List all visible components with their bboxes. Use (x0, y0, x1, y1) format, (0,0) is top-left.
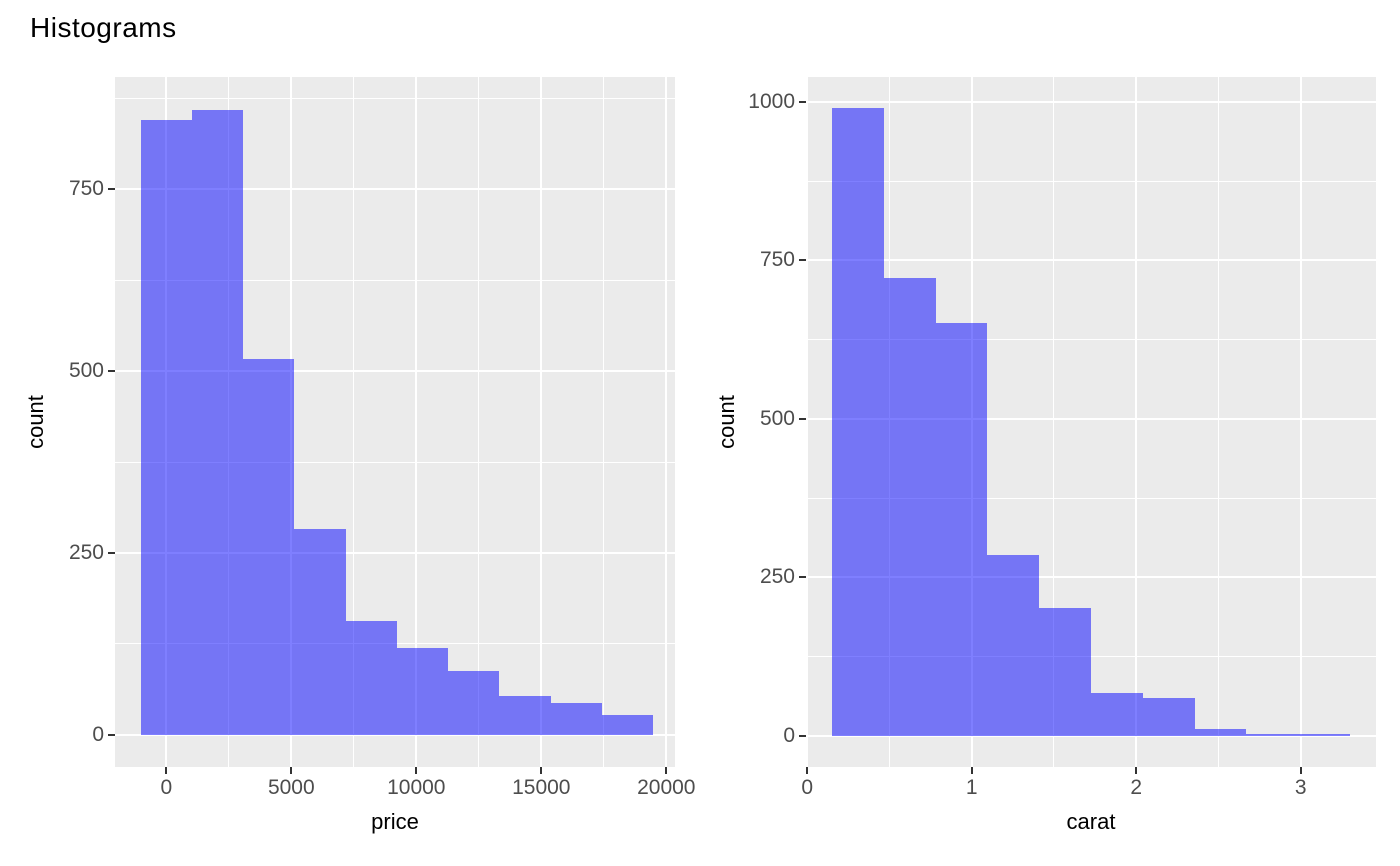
y-major-gridline (115, 552, 675, 554)
y-tick-label: 0 (92, 722, 104, 746)
histogram-bar (1298, 734, 1351, 736)
y-tick-label: 500 (68, 359, 104, 383)
x-axis-title: price (371, 809, 419, 834)
y-axis-tick (108, 552, 115, 554)
histogram-bar (987, 555, 1040, 736)
x-minor-gridline (603, 77, 605, 767)
x-major-gridline (665, 77, 668, 767)
y-major-gridline (115, 370, 675, 373)
plot-title: Histograms (30, 12, 177, 43)
y-axis-tick (108, 370, 115, 373)
y-major-gridline (806, 417, 1376, 420)
y-axis-tick (799, 417, 806, 420)
x-axis-tick (1135, 767, 1138, 774)
histogram-bar (345, 621, 397, 735)
histogram-bar (1194, 729, 1247, 736)
carat-histogram-subplot: 0 1 2 3 0 250 500 750 1000 carat count (700, 0, 1400, 866)
x-tick-label: 20000 (637, 776, 696, 799)
y-major-gridline (806, 576, 1376, 579)
y-tick-label: 1000 (748, 90, 795, 114)
x-minor-gridline (478, 77, 480, 767)
y-major-gridline (806, 101, 1376, 104)
y-tick-label: 750 (759, 248, 795, 272)
x-minor-gridline (1053, 77, 1055, 767)
y-tick-label: 500 (759, 406, 795, 430)
x-axis-tick (290, 767, 293, 774)
y-major-gridline (806, 734, 1376, 737)
x-tick-label: 15000 (512, 776, 571, 799)
x-major-gridline (540, 77, 543, 767)
y-minor-gridline (806, 180, 1376, 182)
x-axis-tick (970, 767, 973, 774)
x-tick-label: 0 (160, 776, 173, 799)
y-axis-tick (799, 734, 806, 737)
y-axis-tick (799, 259, 806, 262)
y-minor-gridline (806, 497, 1376, 499)
histogram-bar (396, 648, 449, 735)
y-tick-label: 250 (759, 565, 795, 589)
x-tick-label: 2 (1130, 776, 1143, 799)
y-minor-gridline (806, 339, 1376, 341)
y-axis-title: count (23, 395, 48, 449)
y-minor-gridline (115, 279, 675, 281)
histogram-bar (935, 322, 988, 736)
x-axis-tick (415, 767, 418, 774)
histogram-bar (140, 119, 192, 735)
y-major-gridline (806, 259, 1376, 262)
histogram-bar (831, 108, 884, 736)
histogram-bar (191, 110, 244, 735)
x-axis-title: carat (1066, 809, 1116, 834)
x-tick-label: 1 (965, 776, 978, 799)
y-major-gridline (115, 733, 675, 736)
x-major-gridline (1135, 77, 1138, 767)
histogram-bar (1039, 608, 1091, 736)
y-axis-tick (108, 733, 115, 736)
y-minor-gridline (115, 461, 675, 463)
x-minor-gridline (1217, 77, 1219, 767)
x-axis-tick (665, 767, 668, 774)
x-axis-tick (165, 767, 168, 774)
histogram-bar (294, 528, 346, 735)
histogram-bar (550, 702, 602, 735)
x-tick-label: 3 (1294, 776, 1307, 799)
price-histogram-subplot: 0 5000 10000 15000 20000 0 250 500 750 price count (23, 77, 696, 834)
x-tick-label: 0 (801, 776, 814, 799)
histogram-bar (601, 715, 654, 735)
y-tick-label: 0 (783, 723, 795, 747)
histogram-bar (243, 359, 295, 735)
y-axis-tick (108, 188, 115, 191)
x-tick-label: 10000 (387, 776, 446, 799)
histogram-bar (883, 278, 936, 736)
x-tick-label: 5000 (267, 776, 315, 799)
x-major-gridline (415, 77, 418, 767)
y-axis-title: count (714, 395, 739, 449)
histogram-bar (1142, 697, 1195, 736)
y-major-gridline (115, 188, 675, 191)
histogram-bar (1091, 692, 1143, 736)
y-minor-gridline (806, 655, 1376, 657)
y-axis-tick (799, 101, 806, 104)
histogram-bar (448, 670, 500, 735)
histogram-bar (1246, 734, 1299, 736)
x-major-gridline (806, 77, 809, 767)
y-tick-label: 250 (68, 541, 104, 564)
y-axis-tick (799, 576, 806, 579)
x-axis-tick (806, 767, 809, 774)
x-major-gridline (1299, 77, 1302, 767)
y-minor-gridline (115, 97, 675, 99)
histogram-bar (499, 695, 551, 735)
x-axis-tick (1299, 767, 1302, 774)
y-tick-label: 750 (68, 177, 104, 201)
x-axis-tick (540, 767, 543, 774)
x-minor-gridline (353, 77, 355, 767)
